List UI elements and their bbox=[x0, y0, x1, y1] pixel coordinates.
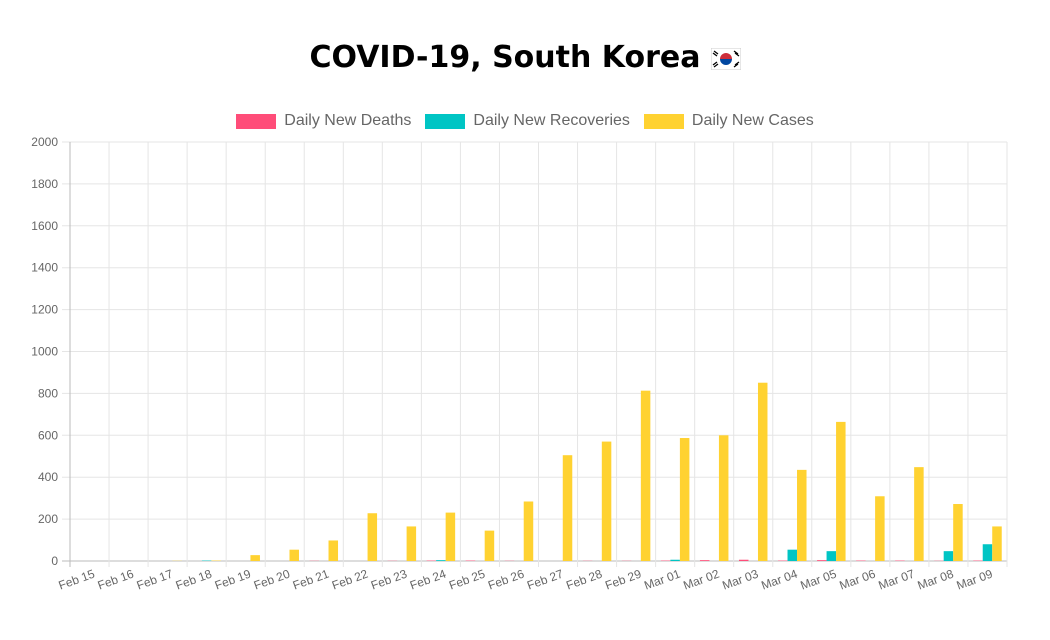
y-tick-label: 1800 bbox=[31, 177, 58, 191]
x-tick-label: Mar 08 bbox=[916, 567, 956, 593]
bar bbox=[738, 559, 749, 561]
legend-item-recoveries[interactable]: Daily New Recoveries bbox=[425, 112, 630, 130]
x-tick-label: Feb 22 bbox=[330, 567, 370, 593]
bar bbox=[250, 555, 260, 561]
bar bbox=[943, 551, 954, 561]
x-tick-label: Feb 28 bbox=[564, 567, 604, 593]
x-tick-label: Mar 05 bbox=[798, 567, 838, 593]
bar bbox=[670, 559, 680, 561]
x-tick-label: Feb 20 bbox=[252, 567, 292, 593]
bar bbox=[679, 438, 690, 561]
y-tick-label: 1000 bbox=[31, 345, 58, 359]
bar bbox=[817, 560, 827, 561]
x-tick-label: Mar 04 bbox=[759, 567, 799, 593]
legend-swatch-cases bbox=[643, 113, 684, 129]
bar bbox=[699, 560, 710, 561]
x-tick-label: Feb 26 bbox=[486, 567, 526, 593]
x-tick-label: Mar 09 bbox=[955, 567, 995, 593]
x-tick-label: Mar 03 bbox=[720, 567, 760, 593]
chart-legend: Daily New Deaths Daily New Recoveries Da… bbox=[0, 112, 1050, 130]
bar bbox=[992, 526, 1002, 561]
bar bbox=[982, 544, 993, 561]
bar bbox=[914, 467, 924, 561]
x-tick-label: Feb 17 bbox=[135, 567, 175, 593]
x-tick-label: Feb 27 bbox=[525, 567, 565, 593]
bar bbox=[367, 513, 378, 561]
x-tick-label: Feb 24 bbox=[408, 567, 448, 593]
bar bbox=[718, 435, 729, 561]
x-tick-label: Feb 19 bbox=[213, 567, 253, 593]
bar bbox=[757, 382, 768, 561]
legend-swatch-recoveries bbox=[425, 113, 466, 129]
legend-label-cases: Daily New Cases bbox=[691, 112, 814, 129]
y-tick-label: 1400 bbox=[31, 261, 58, 275]
legend-label-recoveries: Daily New Recoveries bbox=[473, 112, 630, 129]
legend-item-cases[interactable]: Daily New Cases bbox=[643, 112, 814, 130]
bar bbox=[328, 540, 339, 561]
y-tick-label: 600 bbox=[38, 428, 58, 442]
chart-title: COVID-19, South Korea bbox=[0, 40, 1050, 78]
bar bbox=[523, 501, 534, 561]
x-tick-label: Feb 21 bbox=[291, 567, 331, 593]
bar bbox=[406, 526, 417, 561]
bar bbox=[289, 549, 299, 561]
legend-label-deaths: Daily New Deaths bbox=[284, 112, 412, 129]
bar bbox=[484, 530, 495, 561]
x-tick-label: Mar 02 bbox=[681, 567, 721, 593]
bar bbox=[797, 469, 807, 561]
x-tick-label: Feb 29 bbox=[603, 567, 643, 593]
legend-swatch-deaths bbox=[236, 113, 277, 129]
x-tick-label: Mar 06 bbox=[837, 567, 877, 593]
y-tick-label: 1600 bbox=[31, 219, 58, 233]
x-tick-label: Mar 07 bbox=[877, 567, 917, 593]
x-tick-label: Mar 01 bbox=[642, 567, 682, 593]
bar bbox=[436, 560, 446, 561]
y-tick-label: 0 bbox=[51, 554, 58, 568]
bar bbox=[836, 421, 846, 561]
bar bbox=[562, 455, 573, 561]
x-tick-label: Feb 18 bbox=[174, 567, 214, 593]
y-tick-label: 200 bbox=[38, 512, 58, 526]
legend-item-deaths[interactable]: Daily New Deaths bbox=[236, 112, 411, 130]
bar bbox=[601, 441, 612, 561]
x-tick-label: Feb 16 bbox=[96, 567, 136, 593]
x-tick-label: Feb 23 bbox=[369, 567, 409, 593]
y-tick-label: 2000 bbox=[31, 135, 58, 149]
bar bbox=[875, 496, 885, 561]
bar bbox=[445, 512, 456, 561]
bar bbox=[826, 551, 837, 561]
bar bbox=[787, 549, 798, 561]
bar bbox=[640, 390, 651, 561]
x-tick-label: Feb 25 bbox=[447, 567, 487, 593]
y-tick-label: 1200 bbox=[31, 303, 58, 317]
y-tick-label: 800 bbox=[38, 386, 58, 400]
x-tick-label: Feb 15 bbox=[57, 567, 97, 593]
y-tick-label: 400 bbox=[38, 470, 58, 484]
bar bbox=[953, 504, 963, 561]
chart-title-text: COVID-19, South Korea bbox=[309, 40, 701, 75]
